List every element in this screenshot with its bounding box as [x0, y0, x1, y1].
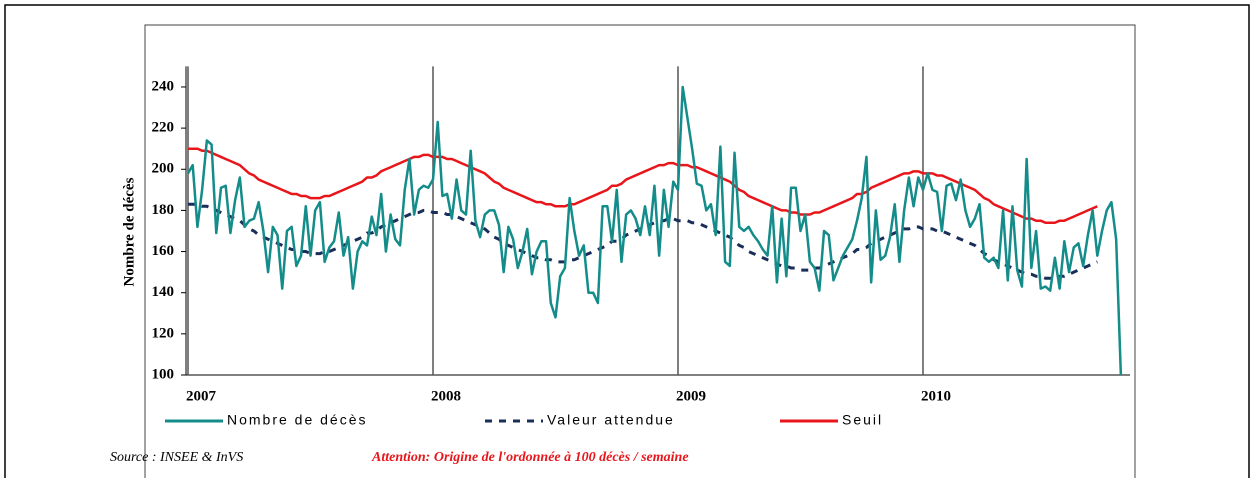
legend-label: Seuil: [842, 412, 883, 428]
y-tick-label: 220: [152, 120, 175, 136]
chart-frame: [144, 24, 1136, 478]
outer-frame: [4, 4, 1250, 478]
y-tick-label: 100: [152, 366, 175, 382]
y-tick-label: 240: [152, 78, 175, 94]
y-axis-label: Nombre de décès: [121, 177, 137, 286]
series-line: [188, 202, 1098, 280]
y-tick-label: 160: [152, 243, 175, 259]
source: Source : INSEE & InVS: [110, 450, 243, 465]
x-tick-label: 2008: [431, 388, 461, 404]
annotation: Attention: Origine de l'ordonnée à 100 d…: [371, 450, 689, 465]
x-tick-label: 2010: [921, 388, 951, 404]
x-tick-label: 2007: [186, 388, 217, 404]
y-tick-label: 180: [152, 202, 175, 218]
y-tick-label: 120: [152, 325, 175, 341]
legend-label: Valeur attendue: [547, 412, 675, 428]
series-line: [188, 147, 1098, 225]
legend-label: Nombre de décès: [227, 412, 368, 428]
y-tick-label: 200: [152, 161, 175, 177]
x-tick-label: 2009: [676, 388, 706, 404]
series-line: [186, 85, 1123, 376]
y-tick-label: 140: [152, 284, 175, 300]
